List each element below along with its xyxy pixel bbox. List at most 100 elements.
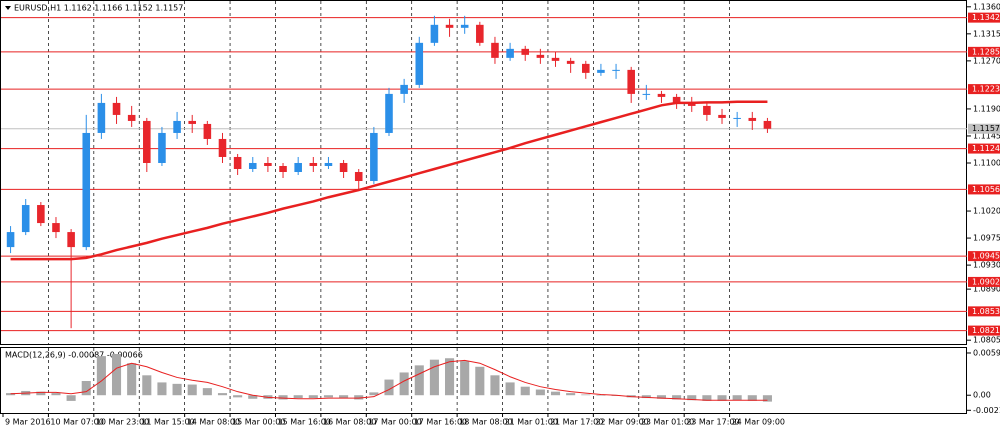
candle-body xyxy=(218,138,227,157)
macd-bar xyxy=(111,353,122,396)
candle-body xyxy=(672,96,681,103)
current-price-label: 1.1157 xyxy=(972,124,1000,133)
candle-body xyxy=(294,162,302,172)
candle-body xyxy=(445,24,454,28)
x-tick-label: 11 Mar 15:00 xyxy=(141,418,194,427)
macd-bar xyxy=(475,366,485,396)
candle-body xyxy=(687,102,696,106)
macd-bar xyxy=(127,363,137,396)
x-tick-label: 15 Mar 00:00 xyxy=(232,418,285,427)
candle-body xyxy=(173,120,181,133)
candle-body xyxy=(264,162,272,166)
macd-bar xyxy=(308,395,318,399)
macd-bar xyxy=(535,389,545,396)
candle-body xyxy=(415,42,424,85)
y-tick-label: -0.00212 xyxy=(973,406,1000,415)
macd-bar xyxy=(460,361,470,396)
candle-body xyxy=(112,102,121,115)
candle-body xyxy=(566,60,575,64)
level-label: 1.1223 xyxy=(972,85,1000,94)
level-label-bg xyxy=(968,84,1000,95)
candle-body xyxy=(67,232,75,248)
candle-body xyxy=(597,69,605,73)
macd-bar xyxy=(157,382,167,396)
level-label: 1.0821 xyxy=(972,326,1000,335)
y-tick-label: 1.1190 xyxy=(973,104,1000,113)
macd-bar xyxy=(687,395,697,401)
candle-body xyxy=(582,63,590,73)
macd-bar xyxy=(566,393,576,396)
x-tick-label: 9 Mar 2016 xyxy=(5,418,51,427)
macd-bar xyxy=(233,395,243,398)
x-tick-label: 22 Mar 09:00 xyxy=(595,418,648,427)
macd-bar xyxy=(429,359,439,396)
macd-bar xyxy=(217,393,228,396)
macd-bar xyxy=(142,375,152,396)
level-label-bg xyxy=(968,306,1000,317)
macd-bar xyxy=(96,356,106,396)
x-tick-label: 23 Mar 01:00 xyxy=(641,418,694,427)
level-label: 1.0945 xyxy=(972,252,1000,261)
candle-body xyxy=(233,156,242,169)
y-tick-label: 0.00 xyxy=(973,391,991,400)
candle-body xyxy=(6,232,15,248)
level-label: 1.0902 xyxy=(972,277,1000,286)
candle-body xyxy=(551,57,560,61)
macd-bar xyxy=(81,381,91,396)
candle-body xyxy=(718,114,726,118)
y-tick-label: 1.1020 xyxy=(973,207,1000,216)
macd-bar xyxy=(762,395,772,402)
macd-bar xyxy=(641,395,651,399)
macd-bar xyxy=(445,358,455,396)
candle-body xyxy=(309,162,318,166)
macd-bar xyxy=(278,395,288,400)
macd-bar xyxy=(172,383,182,396)
signal-line xyxy=(10,359,768,401)
macd-bar xyxy=(702,395,712,401)
y-tick-label: 1.1270 xyxy=(973,56,1000,65)
candle-body xyxy=(521,48,530,55)
level-label-bg xyxy=(968,143,1000,154)
candle-body xyxy=(703,105,711,115)
current-price-bg xyxy=(968,123,1000,134)
level-label: 1.0853 xyxy=(972,307,1000,316)
macd-bar xyxy=(672,395,682,400)
macd-bar xyxy=(323,395,333,398)
y-tick-label: 1.1315 xyxy=(973,29,1000,38)
macd-bar xyxy=(414,365,424,396)
candle-body xyxy=(612,69,620,71)
x-tick-label: 16 Mar 08:00 xyxy=(323,418,376,427)
macd-bar xyxy=(596,395,606,396)
level-label-bg xyxy=(968,12,1000,23)
macd-bar xyxy=(399,372,409,396)
x-tick-label: 15 Mar 16:00 xyxy=(277,418,330,427)
x-tick-label: 10 Mar 07:00 xyxy=(50,418,103,427)
level-label: 1.1056 xyxy=(972,185,1000,194)
x-tick-label: 14 Mar 08:00 xyxy=(187,418,240,427)
candle-body xyxy=(279,165,287,172)
y-tick-label: 1.0975 xyxy=(973,234,1000,243)
y-tick-label: 0.00594 xyxy=(973,348,1000,357)
x-tick-label: 17 Mar 00:00 xyxy=(368,418,421,427)
candle-body xyxy=(476,24,484,43)
moving-average xyxy=(10,100,768,261)
level-label-bg xyxy=(968,46,1000,57)
candle-body xyxy=(642,93,651,95)
candle-body xyxy=(400,84,408,94)
candle-body xyxy=(460,24,469,28)
candle-body xyxy=(127,114,136,121)
macd-bar xyxy=(202,388,212,396)
candle-body xyxy=(37,205,45,224)
x-tick-label: 21 Mar 17:00 xyxy=(550,418,603,427)
y-tick-label: 1.1360 xyxy=(973,2,1000,11)
candle-body xyxy=(158,132,166,163)
y-tick-label: 1.1100 xyxy=(973,158,1000,167)
candle-body xyxy=(536,54,545,58)
candle-body xyxy=(52,223,60,233)
macd-bar xyxy=(354,395,364,400)
x-tick-label: 17 Mar 16:00 xyxy=(414,418,467,427)
y-tick-label: 1.0805 xyxy=(973,336,1000,345)
candle-body xyxy=(339,162,348,172)
x-tick-label: 24 Mar 09:00 xyxy=(732,418,785,427)
